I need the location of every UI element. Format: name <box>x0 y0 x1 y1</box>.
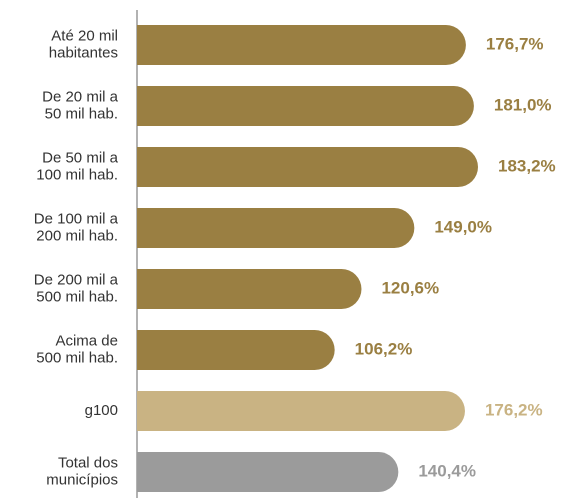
category-label: De 20 mil a <box>42 88 119 105</box>
bar <box>137 452 399 492</box>
category-label: 500 mil hab. <box>36 288 118 305</box>
value-label: 183,2% <box>498 156 556 175</box>
bar <box>137 330 335 370</box>
category-label: municípios <box>46 471 118 488</box>
bar <box>137 25 466 65</box>
category-label: habitantes <box>49 44 118 61</box>
category-label: g100 <box>85 402 118 419</box>
value-label: 176,7% <box>486 34 544 53</box>
value-label: 149,0% <box>434 217 492 236</box>
category-label: 500 mil hab. <box>36 349 118 366</box>
category-label: De 50 mil a <box>42 149 119 166</box>
bar <box>137 86 474 126</box>
value-label: 181,0% <box>494 95 552 114</box>
category-label: Acima de <box>55 332 118 349</box>
bar <box>137 147 478 187</box>
category-label: Até 20 mil <box>51 27 118 44</box>
category-label: De 100 mil a <box>34 210 119 227</box>
bar <box>137 208 415 248</box>
category-label: 50 mil hab. <box>45 105 118 122</box>
category-label: 100 mil hab. <box>36 166 118 183</box>
bar <box>137 269 362 309</box>
value-label: 176,2% <box>485 400 543 419</box>
category-label: 200 mil hab. <box>36 227 118 244</box>
category-label: Total dos <box>58 454 118 471</box>
value-label: 106,2% <box>355 339 413 358</box>
category-label: De 200 mil a <box>34 271 119 288</box>
value-label: 140,4% <box>418 461 476 480</box>
value-label: 120,6% <box>381 278 439 297</box>
bar <box>137 391 465 431</box>
